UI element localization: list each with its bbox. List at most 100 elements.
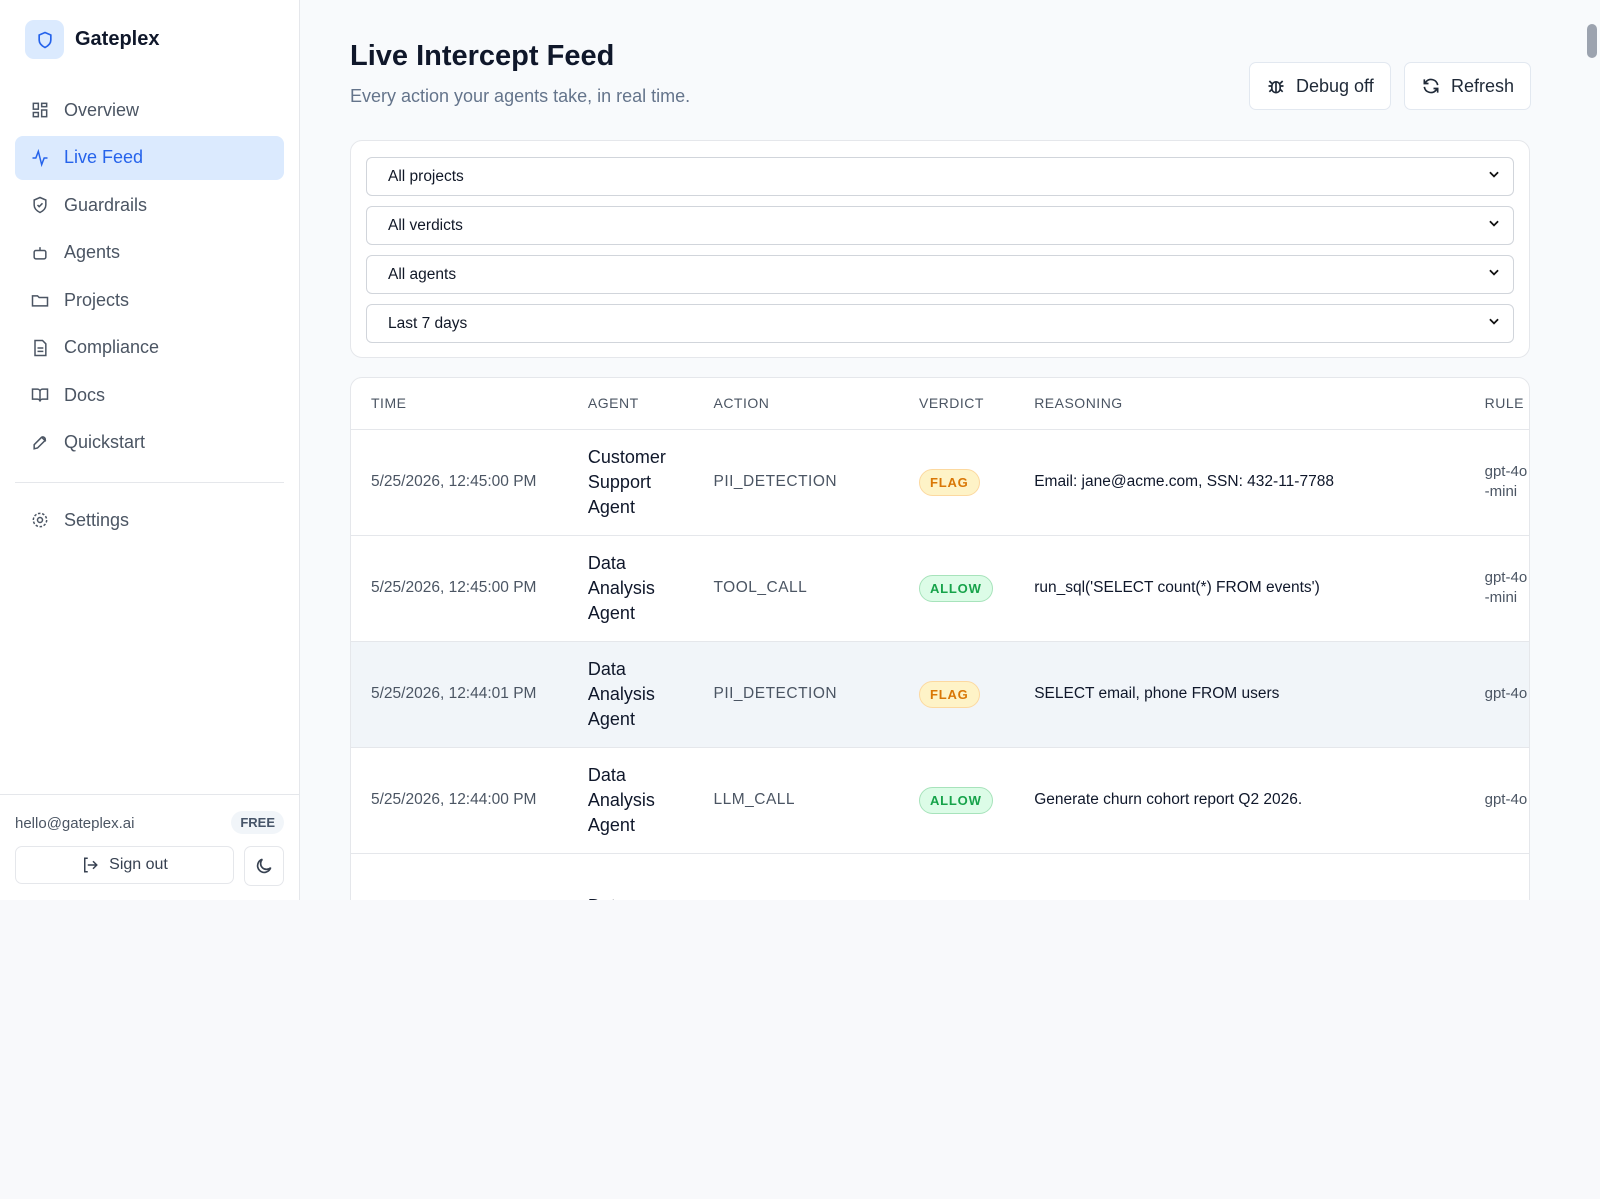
action: TOOL_CALL [713, 579, 808, 596]
nav-label: Agents [64, 242, 121, 262]
cell-rule: gpt-4o-mini [1464, 535, 1529, 642]
scroll-thumb[interactable] [1587, 24, 1597, 58]
nav-label: Overview [64, 99, 140, 120]
reasoning: run_sql('SELECT count(*) FROM events') [1034, 579, 1320, 596]
cell-action: PII_DETECTION [693, 641, 899, 748]
cell-action: TOOL_CALL [693, 535, 899, 642]
page-title: Live Intercept Feed [350, 40, 615, 72]
time: 5/25/2026, 12:44:01 PM [371, 685, 537, 702]
reasoning: Generate churn cohort report Q2 2026. [1034, 791, 1303, 808]
table-row[interactable]: 5/25/2026, 12:44:01 PM Data Analysis Agen… [351, 641, 1529, 748]
rule: gpt-4o-mini [1484, 569, 1528, 606]
cell-verdict [898, 853, 1015, 900]
table: TIME AGENT ACTION VERDICT REASONING RULE 5/25/… [351, 378, 1529, 900]
cell-reasoning: Generate churn cohort report Q2 2026. [1014, 747, 1465, 854]
nav-item[interactable]: Projects [15, 278, 284, 322]
rule: gpt-4o [1484, 791, 1528, 808]
feed-table: TIME AGENT ACTION VERDICT REASONING RULE 5/25/… [350, 377, 1530, 900]
rule: gpt-4o [1484, 685, 1528, 702]
button-label: Refresh [1451, 75, 1515, 96]
nav: Overview Live Feed Guardrails Agents Project… [15, 88, 284, 468]
nav-item[interactable]: Agents [15, 231, 284, 275]
chevron [1487, 314, 1501, 333]
email: hello@gateplex.ai [15, 815, 135, 832]
table-row[interactable]: Data gpt- [351, 853, 1529, 900]
button-label: Debug off [1296, 75, 1374, 96]
chevron [1487, 265, 1501, 284]
cell-time: 5/25/2026, 12:45:00 PM [351, 429, 568, 536]
cell-rule: gpt- [1464, 853, 1529, 900]
verdict-badge: FLAG [918, 468, 980, 496]
verdict-badge: ALLOW [918, 786, 993, 814]
nav-item[interactable]: Overview [15, 88, 284, 132]
filter-select[interactable]: Last 7 days [366, 304, 1514, 343]
cell-rule: gpt-4o-mini [1464, 429, 1529, 536]
cell-verdict: ALLOW [898, 535, 1015, 642]
chevron [1487, 167, 1501, 186]
filter-select[interactable]: All projects [366, 157, 1514, 196]
plan-badge: FREE [231, 811, 284, 834]
cell-verdict: FLAG [898, 429, 1015, 536]
chevron [1487, 216, 1501, 235]
cell-reasoning: Email: jane@acme.com, SSN: 432-11-7788 [1014, 429, 1465, 536]
refresh-button[interactable]: Refresh [1404, 62, 1532, 110]
cell-action: PII_DETECTION [693, 429, 899, 536]
nav-label: Compliance [64, 337, 160, 357]
nav-label: Projects [64, 289, 130, 310]
brand[interactable]: Gateplex [25, 20, 159, 59]
cell-reasoning: SELECT email, phone FROM users [1014, 641, 1465, 748]
filter-select[interactable]: All agents [366, 255, 1514, 294]
logo [25, 20, 64, 59]
rule: gpt-4o-mini [1484, 463, 1528, 500]
filter-value: Last 7 days [388, 314, 468, 332]
cell-agent: Customer Support Agent [567, 429, 694, 536]
time: 5/25/2026, 12:45:00 PM [371, 579, 537, 596]
account: hello@gateplex.ai FREE Sign out [0, 794, 299, 900]
nav-item[interactable]: Live Feed [15, 135, 284, 180]
action: PII_DETECTION [713, 685, 838, 702]
table-row[interactable]: 5/25/2026, 12:44:00 PM Data Analysis Agen… [351, 747, 1529, 854]
verdict-badge: FLAG [918, 680, 980, 708]
sidebar: Gateplex Overview Live Feed Guardrails Agen… [0, 0, 300, 900]
cell-rule: gpt-4o [1464, 641, 1529, 748]
cell-agent: Data Analysis Agent [567, 747, 694, 854]
table-row[interactable]: 5/25/2026, 12:45:00 PM Customer Support A… [351, 429, 1529, 536]
nav-label: Guardrails [64, 194, 148, 215]
cell-time: 5/25/2026, 12:45:00 PM [351, 535, 568, 642]
theme-toggle[interactable] [244, 846, 284, 886]
cell-time [351, 853, 568, 900]
column-header: ACTION [693, 378, 899, 430]
filter-select[interactable]: All verdicts [366, 206, 1514, 245]
divider [15, 482, 284, 483]
rule: gpt- [1485, 897, 1511, 900]
table-body: 5/25/2026, 12:45:00 PM Customer Support A… [351, 429, 1529, 900]
cell-action [693, 853, 899, 900]
agent: Data [588, 896, 626, 901]
time: 5/25/2026, 12:45:00 PM [371, 473, 537, 490]
debug-button[interactable]: Debug off [1249, 62, 1391, 110]
action: PII_DETECTION [713, 473, 838, 490]
sign-out-button[interactable]: Sign out [15, 846, 234, 884]
cell-reasoning: run_sql('SELECT count(*) FROM events') [1014, 535, 1465, 642]
filter-value: All projects [388, 167, 464, 185]
nav-item[interactable]: Quickstart [15, 421, 284, 465]
column-header: VERDICT [898, 378, 1015, 430]
nav-item[interactable]: Docs [15, 373, 284, 417]
agent: Data Analysis Agent [587, 552, 655, 623]
sign-out-label: Sign out [109, 856, 168, 873]
nav-item[interactable]: Guardrails [15, 183, 284, 227]
column-header: AGENT [567, 378, 694, 430]
cell-agent: Data Analysis Agent [567, 535, 694, 642]
nav-item[interactable]: Compliance [15, 326, 284, 370]
nav-label: Live Feed [64, 147, 144, 167]
agent: Data Analysis Agent [587, 764, 655, 835]
cell-agent: Data Analysis Agent [567, 641, 694, 748]
cell-time: 5/25/2026, 12:44:01 PM [351, 641, 568, 748]
column-header: RULE [1464, 378, 1529, 430]
cell-reasoning [1014, 853, 1465, 900]
cell-verdict: ALLOW [898, 747, 1015, 854]
nav-item[interactable]: Settings [15, 498, 284, 542]
reasoning: Email: jane@acme.com, SSN: 432-11-7788 [1034, 473, 1334, 490]
table-row[interactable]: 5/25/2026, 12:45:00 PM Data Analysis Agen… [351, 535, 1529, 642]
